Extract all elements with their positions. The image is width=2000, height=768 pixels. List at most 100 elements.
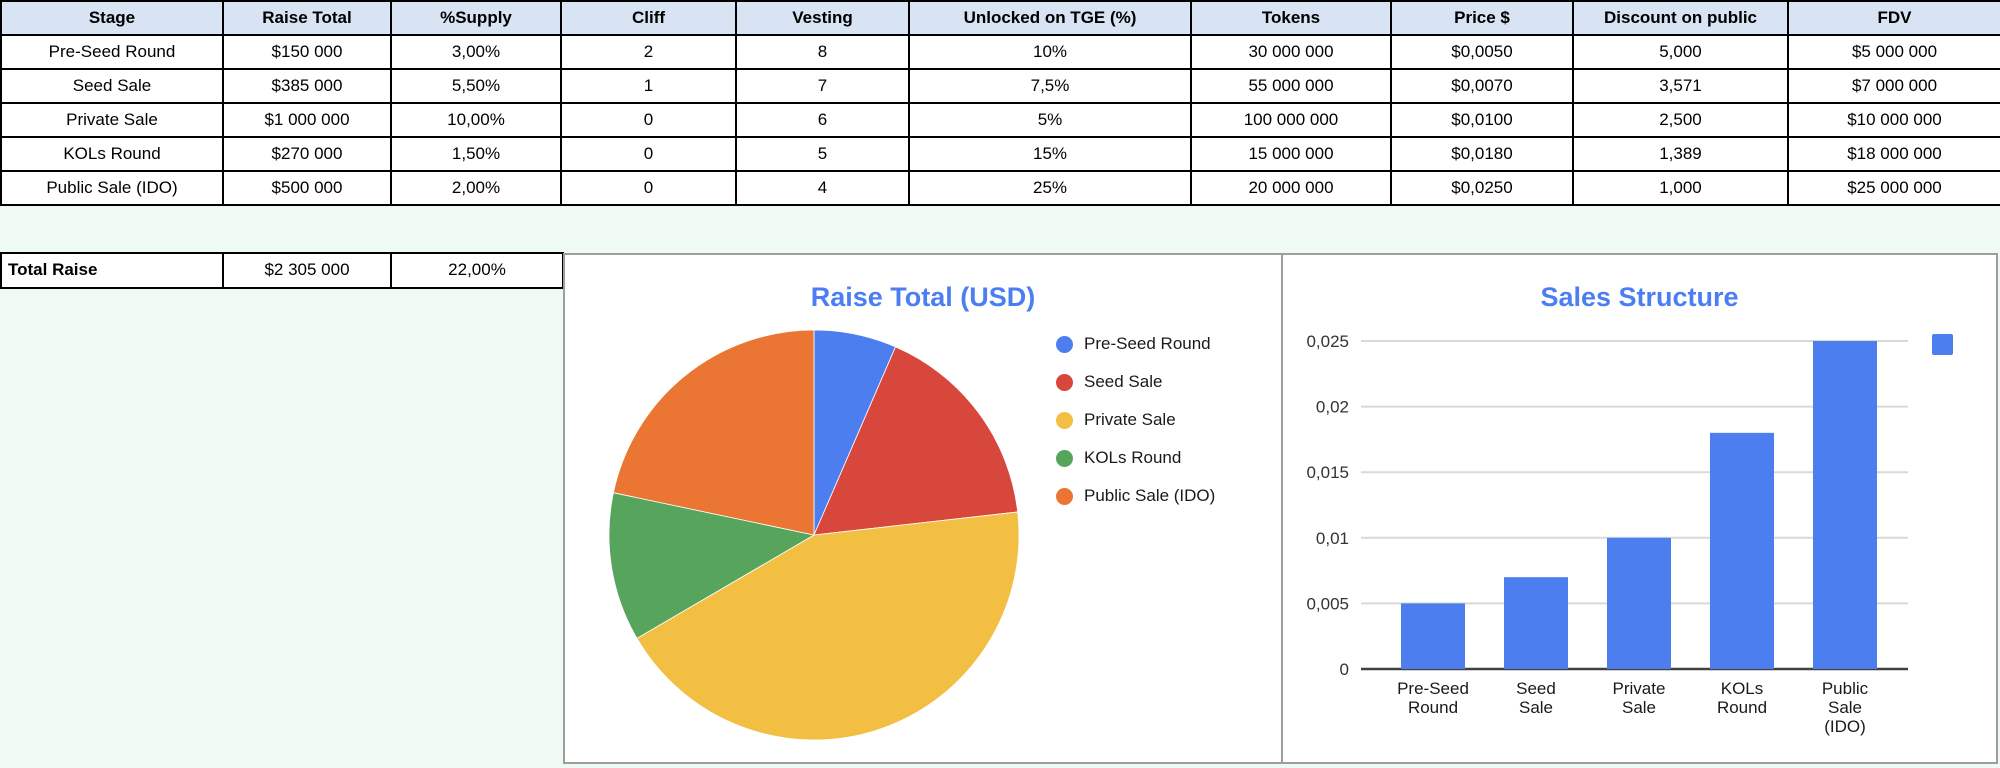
table-cell[interactable]: 2,00% — [390, 170, 562, 206]
bar-chart-title: Sales Structure — [1540, 282, 1739, 312]
y-tick-label: 0,005 — [1306, 594, 1349, 613]
bar-seed-sale[interactable] — [1504, 577, 1568, 669]
legend-item-kols-round: KOLs Round — [1056, 446, 1215, 470]
y-tick-label: 0,02 — [1316, 398, 1349, 417]
y-tick-label: 0,01 — [1316, 529, 1349, 548]
table-cell[interactable]: 4 — [735, 170, 910, 206]
column-header-supply[interactable]: %Supply — [390, 0, 562, 36]
legend-label: KOLs Round — [1084, 448, 1182, 467]
total-supply-value[interactable]: 22,00% — [390, 252, 564, 289]
table-row: Private Sale $1 000 000 10,00% 0 6 5% 100 000 … — [0, 102, 2000, 138]
x-tick-label: Sale — [1828, 698, 1862, 717]
column-header-cliff[interactable]: Cliff — [560, 0, 737, 36]
table-cell[interactable]: 30 000 000 — [1190, 34, 1392, 70]
table-cell[interactable]: 2 — [560, 34, 737, 70]
total-raise-table: Total Raise $2 305 000 22,00% — [0, 252, 564, 289]
table-cell[interactable]: $0,0050 — [1390, 34, 1574, 70]
table-row: Seed Sale $385 000 5,50% 1 7 7,5% 55 000 000 $0… — [0, 68, 2000, 104]
column-header-tokens[interactable]: Tokens — [1190, 0, 1392, 36]
table-cell[interactable]: 3,571 — [1572, 68, 1789, 104]
x-tick-label: Seed — [1516, 679, 1556, 698]
table-cell[interactable]: $1 000 000 — [222, 102, 392, 138]
column-header-unlocked-on-tge[interactable]: Unlocked on TGE (%) — [908, 0, 1192, 36]
total-raise-value[interactable]: $2 305 000 — [222, 252, 392, 289]
x-tick-label: Private — [1613, 679, 1666, 698]
table-cell[interactable]: 1,000 — [1572, 170, 1789, 206]
table-cell[interactable]: $0,0180 — [1390, 136, 1574, 172]
x-tick-label: Pre-Seed — [1397, 679, 1469, 698]
column-header-stage[interactable]: Stage — [0, 0, 224, 36]
y-tick-label: 0,025 — [1306, 332, 1349, 351]
table-cell[interactable]: 1 — [560, 68, 737, 104]
y-tick-label: 0 — [1340, 660, 1349, 679]
table-cell[interactable]: 0 — [560, 102, 737, 138]
table-cell[interactable]: 8 — [735, 34, 910, 70]
pie-slice-kols-round[interactable] — [608, 492, 815, 639]
table-cell[interactable]: 0 — [560, 170, 737, 206]
table-cell[interactable]: 15 000 000 — [1190, 136, 1392, 172]
bar-kols-round[interactable] — [1710, 432, 1774, 669]
table-cell[interactable]: $18 000 000 — [1787, 136, 2000, 172]
table-cell[interactable]: 5 — [735, 136, 910, 172]
table-cell[interactable]: $270 000 — [222, 136, 392, 172]
column-header-vesting[interactable]: Vesting — [735, 0, 910, 36]
table-cell[interactable]: $10 000 000 — [1787, 102, 2000, 138]
pie-slice-seed-sale[interactable] — [813, 346, 1019, 536]
column-header-raise-total[interactable]: Raise Total — [222, 0, 392, 36]
table-cell[interactable]: 5,50% — [390, 68, 562, 104]
stages-table: Stage Raise Total %Supply Cliff Vesting Unloc… — [0, 0, 2000, 206]
total-raise-label[interactable]: Total Raise — [0, 252, 224, 289]
table-cell[interactable]: 0 — [560, 136, 737, 172]
legend-item-seed-sale: Seed Sale — [1056, 370, 1215, 394]
table-cell[interactable]: 100 000 000 — [1190, 102, 1392, 138]
column-header-fdv[interactable]: FDV — [1787, 0, 2000, 36]
table-cell[interactable]: 5,000 — [1572, 34, 1789, 70]
table-cell[interactable]: 25% — [908, 170, 1192, 206]
table-cell[interactable]: 5% — [908, 102, 1192, 138]
legend-dot — [1056, 335, 1073, 353]
table-cell[interactable]: $0,0070 — [1390, 68, 1574, 104]
table-cell[interactable]: $0,0250 — [1390, 170, 1574, 206]
table-cell[interactable]: $0,0100 — [1390, 102, 1574, 138]
x-tick-label: Public — [1822, 679, 1869, 698]
table-cell[interactable]: $25 000 000 — [1787, 170, 2000, 206]
bar-public-sale-ido[interactable] — [1813, 341, 1877, 669]
pie-chart[interactable]: Raise Total (USD) Pre-Seed Round Seed Sal… — [563, 253, 1283, 764]
stage-cell[interactable]: KOLs Round — [0, 136, 224, 172]
bar-chart[interactable]: 0 0,005 0,01 0,015 0,02 0,025 Pre-Seed Round See… — [1281, 253, 1998, 764]
table-cell[interactable]: 15% — [908, 136, 1192, 172]
stage-cell[interactable]: Public Sale (IDO) — [0, 170, 224, 206]
stage-cell[interactable]: Seed Sale — [0, 68, 224, 104]
pie-chart-plot — [608, 329, 1020, 741]
table-cell[interactable]: 1,389 — [1572, 136, 1789, 172]
table-cell[interactable]: 7,5% — [908, 68, 1192, 104]
stage-cell[interactable]: Private Sale — [0, 102, 224, 138]
legend-label: Public Sale (IDO) — [1084, 486, 1216, 505]
total-raise-row: Total Raise $2 305 000 22,00% — [0, 252, 564, 289]
x-tick-label: Round — [1408, 698, 1458, 717]
pie-slice-public-sale-ido[interactable] — [613, 329, 815, 536]
table-cell[interactable]: 20 000 000 — [1190, 170, 1392, 206]
pie-slice-private-sale[interactable] — [636, 511, 1020, 741]
bar-private-sale[interactable] — [1607, 537, 1671, 669]
legend-item-pre-seed-round: Pre-Seed Round — [1056, 332, 1215, 356]
table-cell[interactable]: 6 — [735, 102, 910, 138]
table-cell[interactable]: 7 — [735, 68, 910, 104]
column-header-discount-on-public[interactable]: Discount on public — [1572, 0, 1789, 36]
table-cell[interactable]: 3,00% — [390, 34, 562, 70]
table-cell[interactable]: 1,50% — [390, 136, 562, 172]
table-cell[interactable]: $5 000 000 — [1787, 34, 2000, 70]
table-cell[interactable]: $385 000 — [222, 68, 392, 104]
table-cell[interactable]: 55 000 000 — [1190, 68, 1392, 104]
legend-label: Private Sale — [1084, 410, 1176, 429]
stage-cell[interactable]: Pre-Seed Round — [0, 34, 224, 70]
table-cell[interactable]: $7 000 000 — [1787, 68, 2000, 104]
table-cell[interactable]: $500 000 — [222, 170, 392, 206]
table-cell[interactable]: 10,00% — [390, 102, 562, 138]
column-header-price[interactable]: Price $ — [1390, 0, 1574, 36]
bar-pre-seed-round[interactable] — [1401, 603, 1465, 669]
table-cell[interactable]: 10% — [908, 34, 1192, 70]
table-cell[interactable]: $150 000 — [222, 34, 392, 70]
table-cell[interactable]: 2,500 — [1572, 102, 1789, 138]
legend-dot — [1056, 373, 1073, 391]
